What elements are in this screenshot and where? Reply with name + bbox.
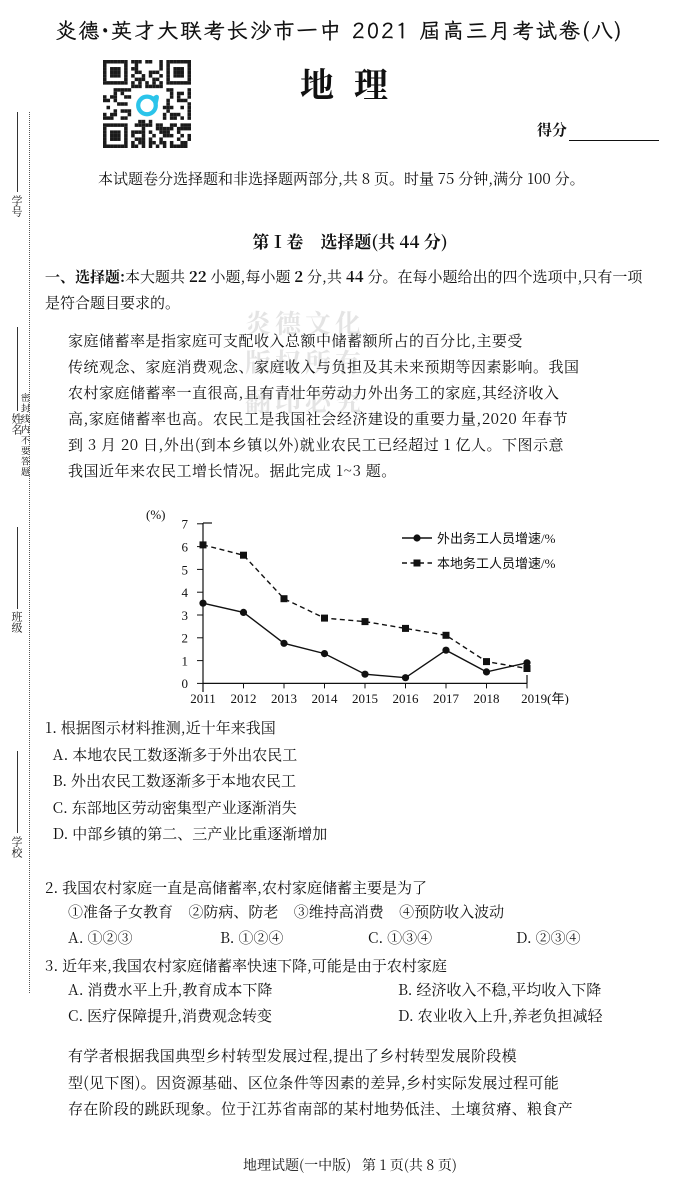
svg-text:1: 1 — [182, 654, 189, 669]
svg-text:6: 6 — [182, 540, 189, 555]
svg-text:2013: 2013 — [271, 691, 297, 705]
svg-text:2018: 2018 — [474, 691, 500, 705]
svg-text:本地务工人员增速/%: 本地务工人员增速/% — [437, 556, 556, 571]
svg-text:5: 5 — [182, 562, 189, 577]
svg-text:2016: 2016 — [393, 691, 420, 705]
svg-text:2012: 2012 — [231, 691, 257, 705]
svg-text:外出务工人员增速/%: 外出务工人员增速/% — [437, 531, 556, 546]
svg-text:2017: 2017 — [433, 691, 460, 705]
svg-text:2011: 2011 — [190, 691, 216, 705]
svg-text:2019(年): 2019(年) — [521, 691, 569, 705]
svg-text:2015: 2015 — [352, 691, 378, 705]
svg-text:3: 3 — [182, 608, 189, 623]
svg-text:4: 4 — [182, 585, 189, 600]
svg-text:7: 7 — [182, 517, 189, 532]
svg-text:2: 2 — [182, 631, 189, 646]
svg-text:(%): (%) — [146, 507, 166, 522]
svg-text:0: 0 — [182, 676, 189, 691]
svg-text:2014: 2014 — [312, 691, 339, 705]
